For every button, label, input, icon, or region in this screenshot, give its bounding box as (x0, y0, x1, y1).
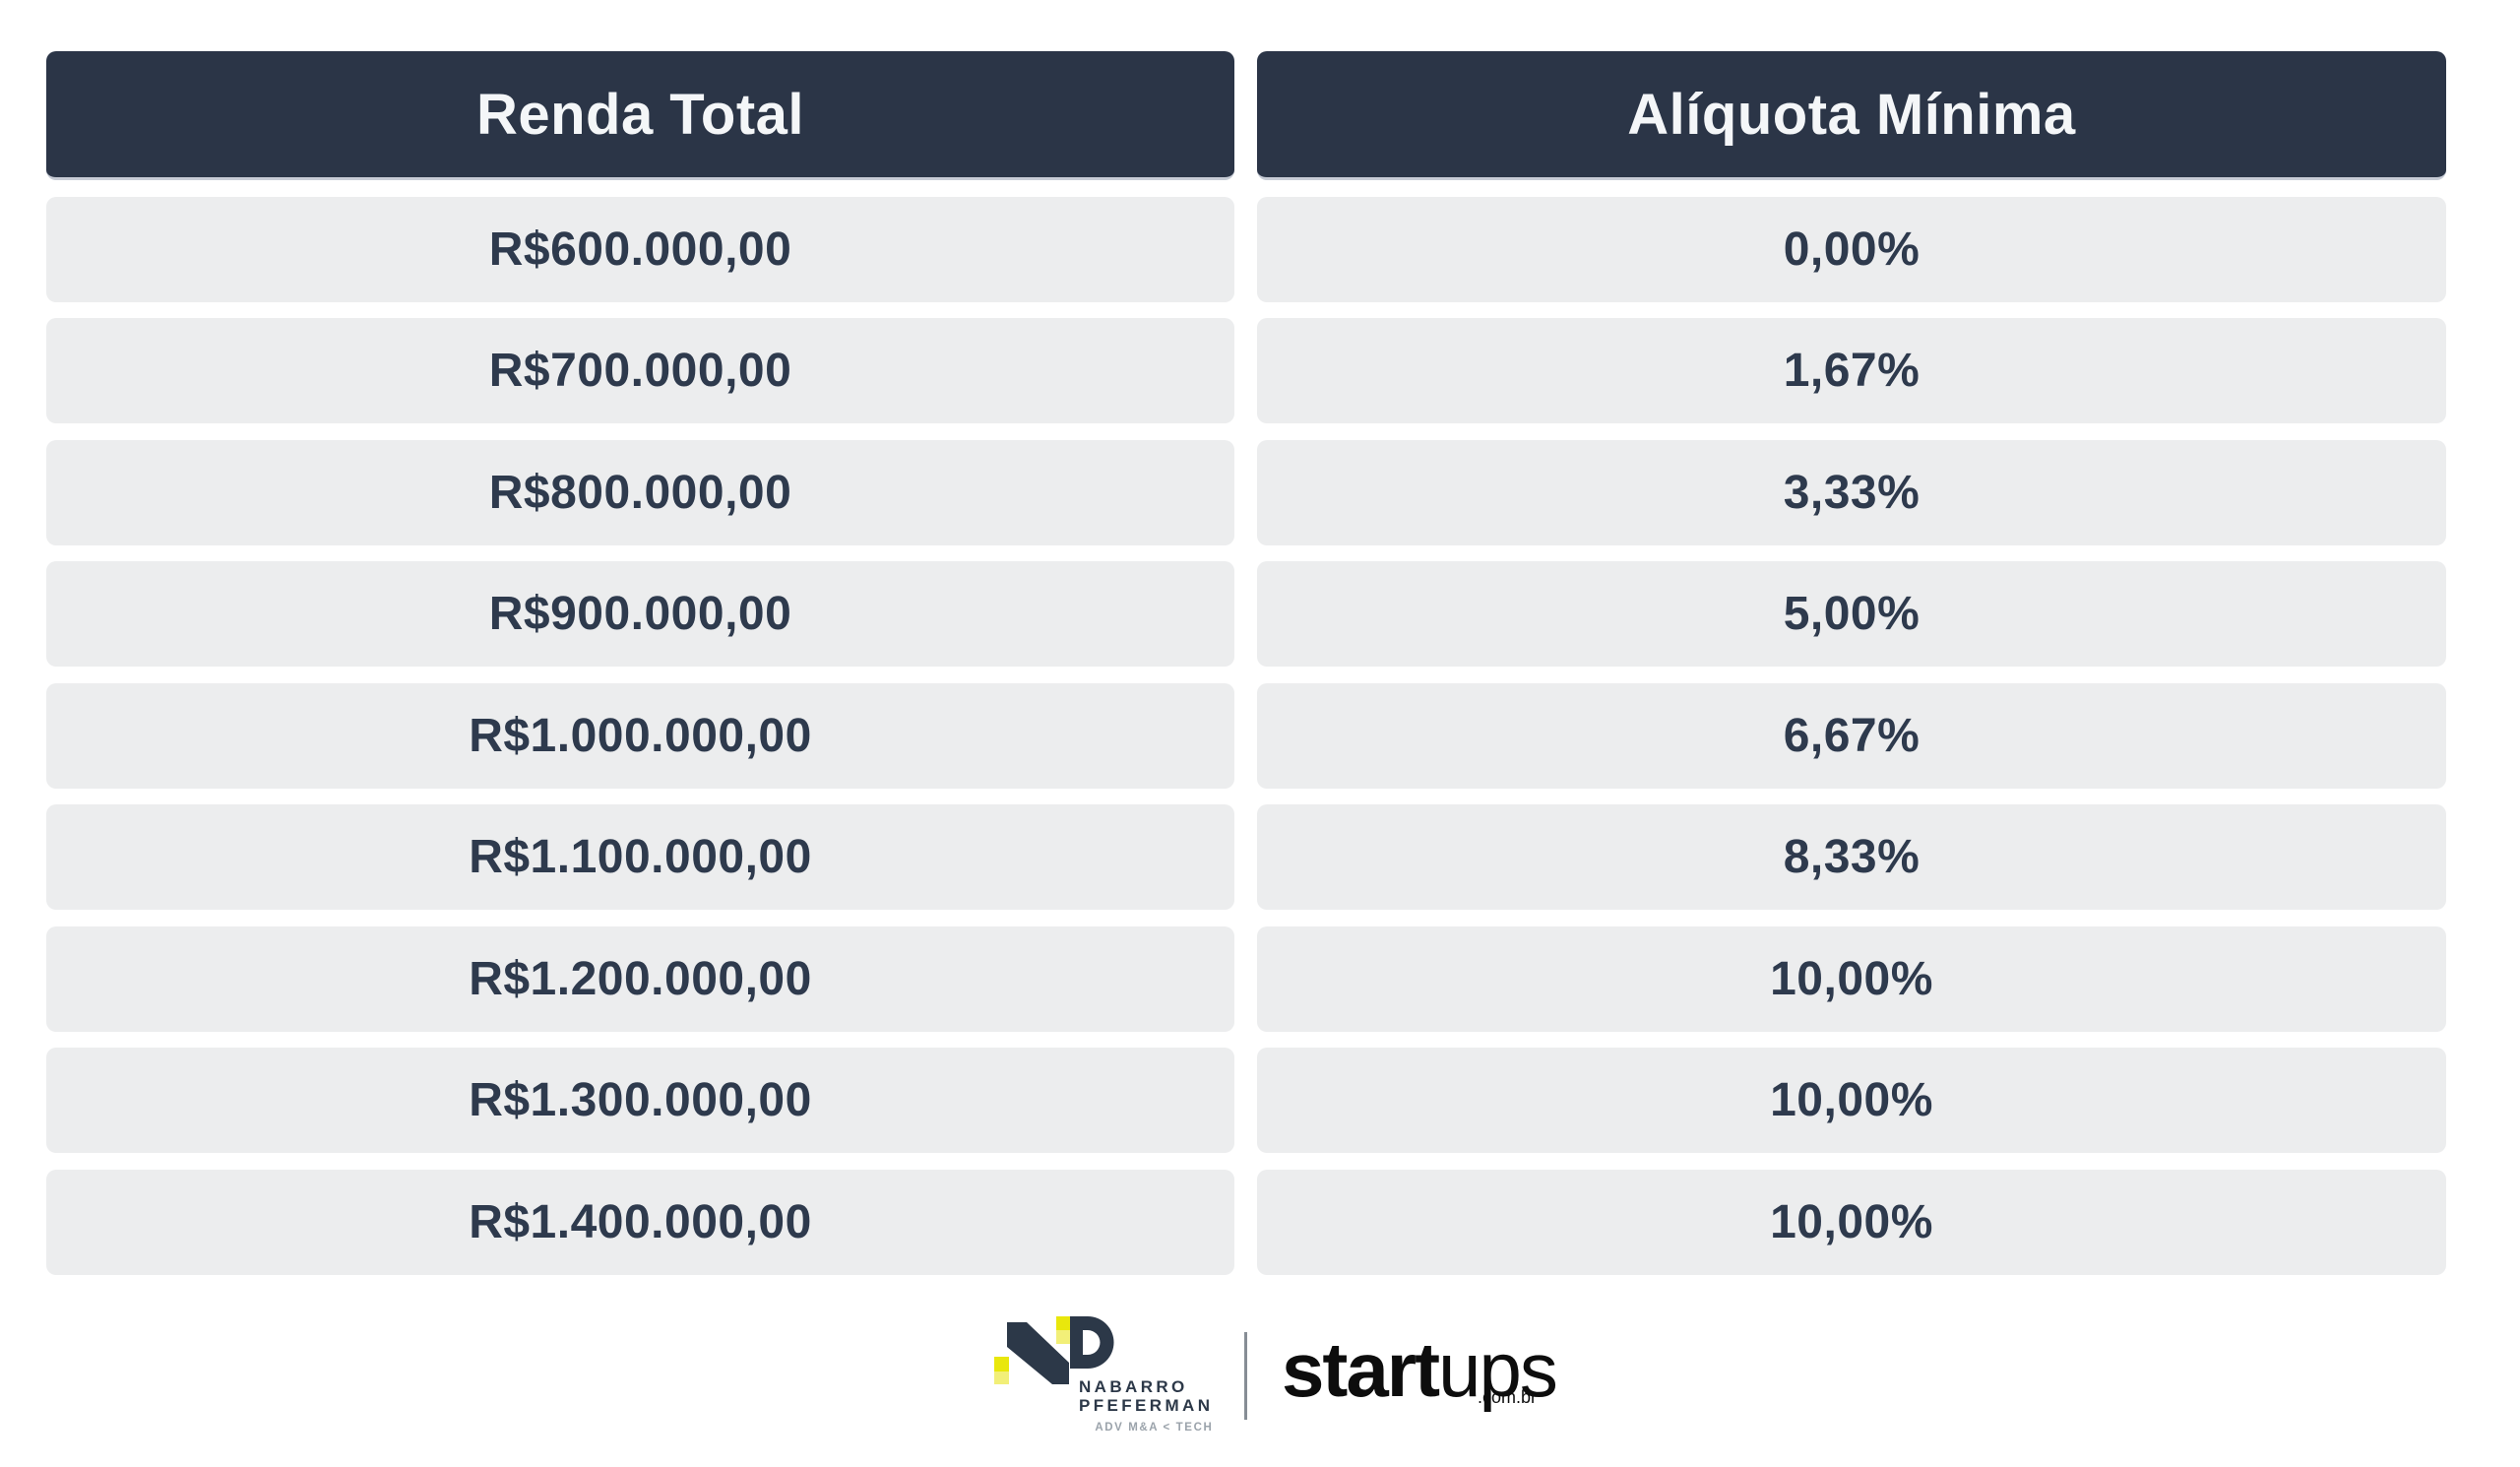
column-header-aliquota-minima: Alíquota Mínima (1257, 51, 2446, 180)
logo-n-shape (1007, 1322, 1069, 1384)
aliquota-minima-cell: 10,00% (1257, 925, 2446, 1032)
logo-yellow-top-bright (1056, 1316, 1070, 1330)
aliquota-minima-cell: 3,33% (1257, 439, 2446, 545)
renda-total-cell: R$1.000.000,00 (46, 682, 1234, 789)
aliquota-minima-cell: 6,67% (1257, 682, 2446, 789)
aliquota-minima-cell: 5,00% (1257, 561, 2446, 667)
logo-p-shape (1070, 1316, 1114, 1369)
startups-logo-light-part: ups (1438, 1326, 1558, 1413)
renda-total-cell: R$900.000,00 (46, 561, 1234, 667)
aliquota-minima-cell: 10,00% (1257, 1048, 2446, 1153)
startups-logo-bold-part: start (1282, 1326, 1440, 1413)
renda-total-cell: R$1.400.000,00 (46, 1169, 1234, 1275)
column-header-renda-total: Renda Total (46, 51, 1234, 180)
aliquota-minima-cell: 10,00% (1257, 1169, 2446, 1275)
aliquota-minima-cell: 1,67% (1257, 318, 2446, 423)
renda-total-cell: R$600.000,00 (46, 196, 1234, 302)
renda-total-cell: R$1.100.000,00 (46, 804, 1234, 910)
tax-rate-table: Renda Total Alíquota Mínima R$600.000,00… (46, 51, 2446, 1275)
renda-total-cell: R$1.200.000,00 (46, 925, 1234, 1032)
logo-divider (1244, 1332, 1247, 1420)
aliquota-minima-cell: 8,33% (1257, 804, 2446, 910)
logo-yellow-left-bright (994, 1357, 1009, 1371)
logo-yellow-top-light (1056, 1330, 1070, 1344)
nabarro-pfeferman-logo-icon (994, 1316, 1114, 1384)
nabarro-pfeferman-wordmark: NABARRO PFEFERMAN ADV M&A < TECH (1079, 1377, 1213, 1434)
logo-yellow-left-light (994, 1371, 1009, 1384)
wordmark-tagline: ADV M&A < TECH (1095, 1422, 1214, 1434)
renda-total-cell: R$700.000,00 (46, 318, 1234, 423)
renda-total-cell: R$800.000,00 (46, 439, 1234, 545)
wordmark-line-nabarro: NABARRO (1079, 1377, 1188, 1396)
aliquota-minima-cell: 0,00% (1257, 196, 2446, 302)
startups-domain-label: .com.br (1478, 1387, 1538, 1407)
startups-logo: startups (1282, 1331, 1558, 1408)
renda-total-cell: R$1.300.000,00 (46, 1048, 1234, 1153)
wordmark-line-pfeferman: PFEFERMAN (1079, 1396, 1214, 1415)
